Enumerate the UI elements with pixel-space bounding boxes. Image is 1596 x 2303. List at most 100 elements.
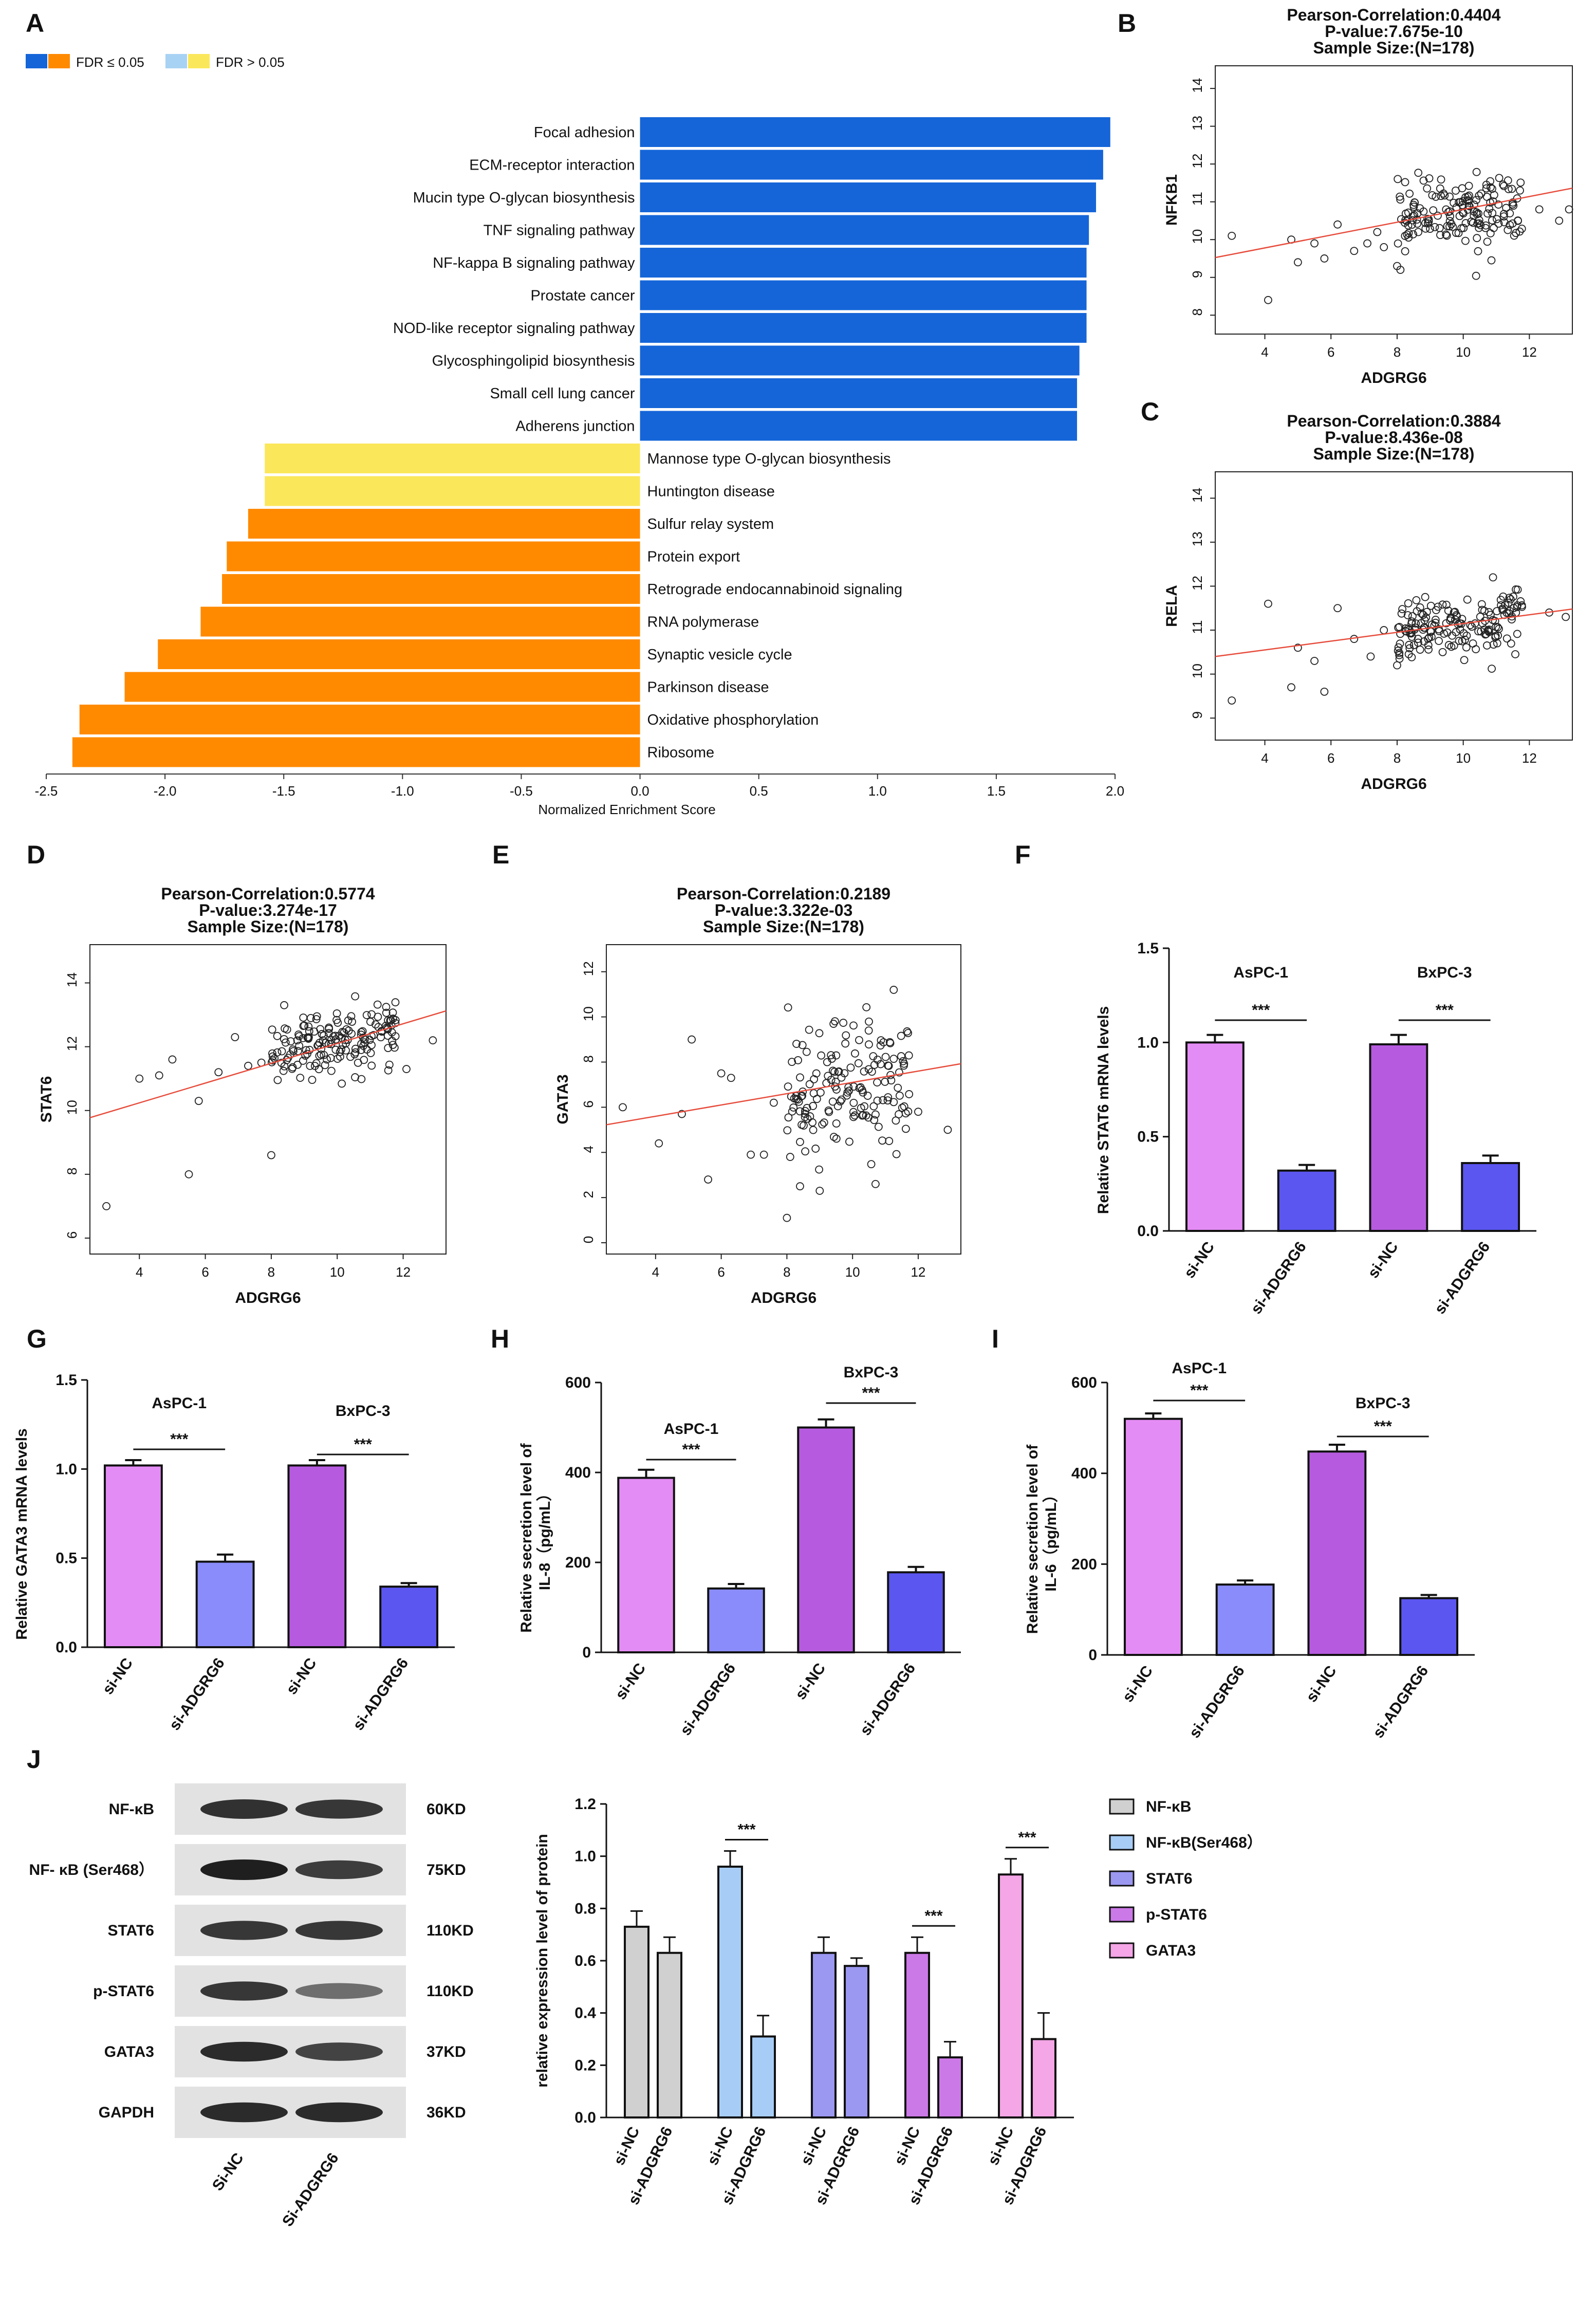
data-point bbox=[811, 1145, 820, 1153]
data-point bbox=[1486, 611, 1495, 619]
data-point bbox=[894, 1083, 902, 1092]
data-point bbox=[1394, 239, 1402, 248]
y-tick-label: 4 bbox=[581, 1146, 596, 1153]
data-point bbox=[1404, 599, 1413, 607]
y-tick-label: 200 bbox=[565, 1554, 591, 1571]
data-point bbox=[798, 1041, 807, 1049]
data-point bbox=[244, 1061, 252, 1070]
data-point bbox=[319, 1036, 327, 1045]
data-point bbox=[827, 1051, 836, 1060]
x-axis-title: ADGRG6 bbox=[235, 1289, 301, 1306]
data-point bbox=[1442, 231, 1451, 240]
bar bbox=[904, 1951, 930, 2118]
x-tick-label: 8 bbox=[268, 1264, 275, 1280]
blot-band bbox=[200, 1921, 288, 1940]
data-point bbox=[1445, 192, 1454, 201]
bar bbox=[195, 1560, 255, 1649]
data-point bbox=[874, 1122, 883, 1131]
data-point bbox=[655, 1139, 663, 1148]
cell-line-label: BxPC-3 bbox=[1417, 964, 1472, 981]
data-point bbox=[1403, 611, 1412, 619]
enrichment-bar bbox=[124, 672, 640, 702]
bar bbox=[657, 1951, 682, 2118]
legend-swatch-up-sig bbox=[26, 54, 47, 68]
data-point bbox=[1483, 237, 1492, 246]
x-category-label: si-ADGRG6 bbox=[1248, 1239, 1310, 1317]
x-category-label: si-NC bbox=[283, 1655, 320, 1698]
x-category-label: si-NC bbox=[1119, 1663, 1156, 1705]
data-point bbox=[803, 1103, 811, 1112]
data-point bbox=[1460, 656, 1469, 665]
data-point bbox=[1565, 205, 1573, 214]
pathway-label: NF-kappa B signaling pathway bbox=[433, 255, 635, 271]
data-point bbox=[1466, 621, 1475, 630]
data-point bbox=[619, 1103, 627, 1112]
data-point bbox=[1481, 221, 1490, 230]
data-point bbox=[1431, 616, 1440, 624]
data-point bbox=[1333, 604, 1342, 613]
pathway-label: Huntington disease bbox=[647, 484, 775, 500]
pathway-label: Glycosphingolipid biosynthesis bbox=[432, 353, 635, 370]
data-point bbox=[904, 1107, 913, 1116]
data-point bbox=[1490, 224, 1498, 232]
legend-label: NF-κB(Ser468） bbox=[1146, 1834, 1263, 1851]
data-point bbox=[382, 1003, 391, 1011]
data-point bbox=[286, 1037, 295, 1046]
data-point bbox=[1472, 168, 1481, 176]
pathway-label: Mucin type O-glycan biosynthesis bbox=[413, 190, 635, 206]
data-point bbox=[801, 1110, 809, 1118]
data-point bbox=[1535, 205, 1544, 214]
data-point bbox=[1425, 174, 1434, 182]
x-axis-title: ADGRG6 bbox=[1361, 370, 1426, 386]
data-point bbox=[1293, 643, 1302, 652]
data-point bbox=[1437, 175, 1445, 184]
y-axis-title: Relative GATA3 mRNA levels bbox=[13, 1428, 30, 1639]
y-tick-label: 0.6 bbox=[574, 1952, 596, 1969]
data-point bbox=[1481, 224, 1490, 232]
y-axis-title: Relative STAT6 mRNA levels bbox=[1095, 1006, 1112, 1214]
data-point bbox=[769, 1098, 778, 1107]
data-point bbox=[360, 1035, 369, 1044]
data-point bbox=[900, 1059, 908, 1068]
data-point bbox=[1461, 236, 1470, 245]
data-point bbox=[858, 1085, 866, 1094]
data-point bbox=[1507, 639, 1515, 648]
x-tick-label: 4 bbox=[136, 1264, 143, 1280]
data-point bbox=[1514, 216, 1522, 225]
molecular-weight-label: 110KD bbox=[426, 1983, 474, 2000]
blot-row-label: GATA3 bbox=[104, 2043, 154, 2060]
data-point bbox=[279, 1066, 288, 1075]
cell-line-label: BxPC-3 bbox=[336, 1403, 391, 1420]
data-point bbox=[1431, 223, 1439, 231]
data-point bbox=[864, 1065, 873, 1074]
data-point bbox=[1436, 231, 1444, 239]
data-point bbox=[1502, 204, 1510, 212]
enrichment-bar bbox=[640, 280, 1087, 310]
data-point bbox=[827, 1076, 836, 1084]
bar bbox=[937, 2056, 963, 2118]
data-point bbox=[1380, 626, 1388, 634]
data-point bbox=[837, 1095, 846, 1104]
legend-swatch bbox=[1109, 1942, 1135, 1959]
enrichment-bar bbox=[158, 639, 640, 669]
data-point bbox=[805, 1080, 814, 1089]
data-point bbox=[273, 1031, 282, 1040]
data-point bbox=[905, 1090, 914, 1098]
data-point bbox=[1505, 594, 1514, 602]
pathway-label: Prostate cancer bbox=[530, 288, 635, 304]
data-point bbox=[333, 1055, 342, 1063]
plot-frame bbox=[1215, 471, 1573, 741]
data-point bbox=[1494, 200, 1503, 209]
scatter-title-line: Pearson-Correlation:0.3884 bbox=[1287, 412, 1500, 430]
y-tick-label: 14 bbox=[1190, 488, 1205, 503]
data-point bbox=[1435, 224, 1444, 232]
data-point bbox=[1412, 596, 1421, 604]
data-point bbox=[879, 1096, 887, 1104]
data-point bbox=[914, 1108, 922, 1116]
data-point bbox=[268, 1025, 276, 1034]
data-point bbox=[1515, 227, 1524, 236]
data-point bbox=[820, 1118, 828, 1127]
y-tick-label: 14 bbox=[1190, 78, 1205, 93]
data-point bbox=[281, 1038, 290, 1047]
x-tick-label: 0.0 bbox=[630, 783, 649, 799]
